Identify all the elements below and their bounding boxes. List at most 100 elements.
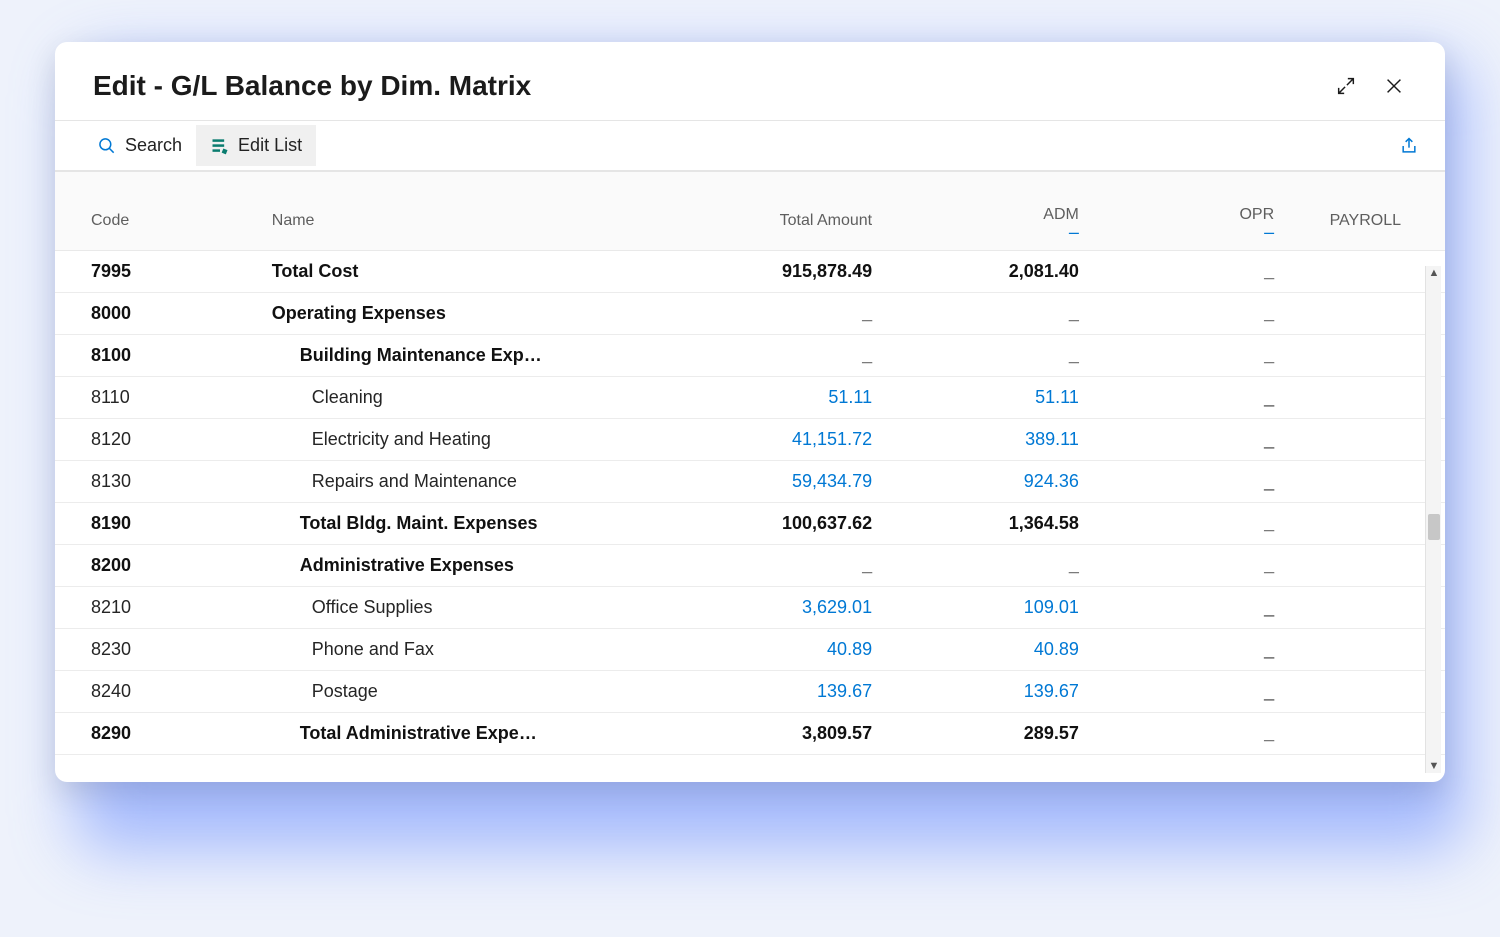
cell-code: 8120 (55, 419, 262, 461)
cell-adm[interactable]: 51.11 (882, 377, 1089, 419)
cell-payroll (1284, 713, 1445, 755)
table-row[interactable]: 8200Administrative Expenses___ (55, 545, 1445, 587)
table-row[interactable]: 8130Repairs and Maintenance59,434.79924.… (55, 461, 1445, 503)
table-row[interactable]: 8000Operating Expenses___ (55, 293, 1445, 335)
edit-list-icon (210, 136, 230, 156)
close-icon[interactable] (1381, 73, 1407, 99)
cell-code: 8130 (55, 461, 262, 503)
cell-adm[interactable]: 139.67 (882, 671, 1089, 713)
cell-name: Cleaning (262, 377, 653, 419)
search-label: Search (125, 135, 182, 156)
cell-opr: _ (1089, 713, 1284, 755)
gl-balance-grid: Code Name Total Amount ADM – OPR – (55, 172, 1445, 755)
cell-name: Administrative Expenses (262, 545, 653, 587)
table-row[interactable]: 8100Building Maintenance Exp…___ (55, 335, 1445, 377)
cell-opr: _ (1089, 629, 1284, 671)
cell-opr: _ (1089, 251, 1284, 293)
table-row[interactable]: 8230Phone and Fax40.8940.89_ (55, 629, 1445, 671)
scroll-thumb[interactable] (1428, 514, 1440, 539)
table-row[interactable]: 8120Electricity and Heating41,151.72389.… (55, 419, 1445, 461)
opr-filter-dash[interactable]: – (1099, 228, 1274, 236)
cell-code: 8240 (55, 671, 262, 713)
cell-name: Total Bldg. Maint. Expenses (262, 503, 653, 545)
cell-code: 8230 (55, 629, 262, 671)
grid-wrap: Code Name Total Amount ADM – OPR – (55, 171, 1445, 779)
edit-list-label: Edit List (238, 135, 302, 156)
cell-code: 8000 (55, 293, 262, 335)
table-row[interactable]: 8190Total Bldg. Maint. Expenses100,637.6… (55, 503, 1445, 545)
cell-payroll (1284, 671, 1445, 713)
cell-opr: _ (1089, 671, 1284, 713)
cell-name: Total Administrative Expe… (262, 713, 653, 755)
cell-opr: _ (1089, 419, 1284, 461)
cell-opr: _ (1089, 587, 1284, 629)
dialog-title: Edit - G/L Balance by Dim. Matrix (93, 70, 1333, 102)
dialog-card: Edit - G/L Balance by Dim. Matrix Search (55, 42, 1445, 782)
col-header-name[interactable]: Name (262, 172, 653, 251)
cell-opr: _ (1089, 293, 1284, 335)
search-icon (97, 136, 117, 156)
col-header-code[interactable]: Code (55, 172, 262, 251)
cell-adm[interactable]: 40.89 (882, 629, 1089, 671)
cell-code: 8210 (55, 587, 262, 629)
adm-filter-dash[interactable]: – (892, 228, 1079, 236)
cell-name: Phone and Fax (262, 629, 653, 671)
cell-code: 8110 (55, 377, 262, 419)
cell-opr: _ (1089, 335, 1284, 377)
cell-payroll (1284, 377, 1445, 419)
cell-code: 8200 (55, 545, 262, 587)
scroll-up-arrow[interactable]: ▲ (1426, 266, 1442, 280)
cell-total[interactable]: 40.89 (652, 629, 882, 671)
cell-adm[interactable]: 109.01 (882, 587, 1089, 629)
cell-code: 8190 (55, 503, 262, 545)
cell-total[interactable]: 59,434.79 (652, 461, 882, 503)
cell-total: _ (652, 335, 882, 377)
dialog-header: Edit - G/L Balance by Dim. Matrix (55, 42, 1445, 120)
scroll-down-arrow[interactable]: ▼ (1426, 759, 1442, 773)
table-row[interactable]: 8240Postage139.67139.67_ (55, 671, 1445, 713)
cell-payroll (1284, 293, 1445, 335)
cell-total[interactable]: 51.11 (652, 377, 882, 419)
table-row[interactable]: 7995Total Cost915,878.492,081.40_ (55, 251, 1445, 293)
cell-total[interactable]: 3,629.01 (652, 587, 882, 629)
vertical-scrollbar[interactable]: ▲ ▼ (1425, 266, 1441, 773)
cell-adm[interactable]: 924.36 (882, 461, 1089, 503)
action-bar: Search Edit List (55, 121, 1445, 171)
share-action[interactable] (1385, 126, 1425, 166)
expand-icon[interactable] (1333, 73, 1359, 99)
col-header-total[interactable]: Total Amount (652, 172, 882, 251)
cell-payroll (1284, 461, 1445, 503)
cell-total: 3,809.57 (652, 713, 882, 755)
edit-list-action[interactable]: Edit List (196, 125, 316, 166)
cell-opr: _ (1089, 545, 1284, 587)
col-header-opr[interactable]: OPR – (1089, 172, 1284, 251)
cell-payroll (1284, 251, 1445, 293)
cell-total: 100,637.62 (652, 503, 882, 545)
cell-adm[interactable]: 389.11 (882, 419, 1089, 461)
search-action[interactable]: Search (83, 125, 196, 166)
col-header-adm[interactable]: ADM – (882, 172, 1089, 251)
cell-payroll (1284, 629, 1445, 671)
cell-payroll (1284, 587, 1445, 629)
table-row[interactable]: 8290Total Administrative Expe…3,809.5728… (55, 713, 1445, 755)
cell-name: Building Maintenance Exp… (262, 335, 653, 377)
cell-total: _ (652, 293, 882, 335)
table-row[interactable]: 8110Cleaning51.1151.11_ (55, 377, 1445, 419)
cell-name: Operating Expenses (262, 293, 653, 335)
cell-name: Total Cost (262, 251, 653, 293)
cell-total: _ (652, 545, 882, 587)
cell-adm: _ (882, 335, 1089, 377)
cell-opr: _ (1089, 461, 1284, 503)
col-header-payroll[interactable]: PAYROLL (1284, 172, 1445, 251)
cell-payroll (1284, 545, 1445, 587)
cell-total[interactable]: 139.67 (652, 671, 882, 713)
table-row[interactable]: 8210Office Supplies3,629.01109.01_ (55, 587, 1445, 629)
cell-total: 915,878.49 (652, 251, 882, 293)
cell-payroll (1284, 419, 1445, 461)
grid-header-row: Code Name Total Amount ADM – OPR – (55, 172, 1445, 251)
cell-code: 7995 (55, 251, 262, 293)
cell-adm: 289.57 (882, 713, 1089, 755)
cell-payroll (1284, 335, 1445, 377)
cell-total[interactable]: 41,151.72 (652, 419, 882, 461)
cell-name: Postage (262, 671, 653, 713)
